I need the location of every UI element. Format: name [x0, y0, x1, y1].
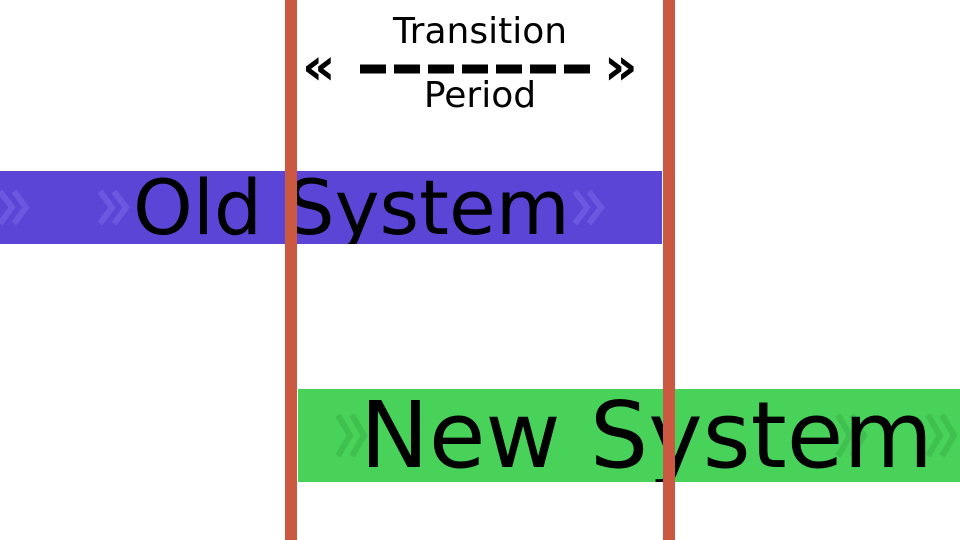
chevron-right-icon: [586, 189, 605, 226]
transition-start-line: [285, 0, 297, 540]
double-chevron-right-icon: »: [604, 42, 638, 94]
chevron-right-icon: [335, 413, 354, 458]
new-system-label: New System: [360, 389, 933, 482]
chevron-right-icon: [925, 413, 944, 458]
chevron-right-icon: [835, 413, 854, 458]
chevron-right-icon: [111, 189, 130, 226]
chevron-right-icon: [849, 413, 868, 458]
transition-period-arrow: « »: [302, 42, 638, 94]
period-label: Period: [423, 75, 537, 116]
transition-label: Transition: [392, 11, 568, 52]
new-system-bar: New System: [298, 389, 960, 482]
old-system-label: Old System: [133, 171, 570, 244]
new-system-chevrons: [335, 413, 958, 458]
transition-end-line: [663, 0, 675, 540]
chevron-right-icon: [349, 413, 368, 458]
double-chevron-left-icon: «: [302, 42, 336, 94]
chevron-right-icon: [572, 189, 591, 226]
chevron-right-icon: [97, 189, 116, 226]
chevron-right-icon: [11, 189, 30, 226]
old-system-bar: Old System: [0, 171, 662, 244]
old-system-chevrons: [0, 189, 605, 226]
chevron-right-icon: [939, 413, 958, 458]
chevron-right-icon: [0, 189, 16, 226]
